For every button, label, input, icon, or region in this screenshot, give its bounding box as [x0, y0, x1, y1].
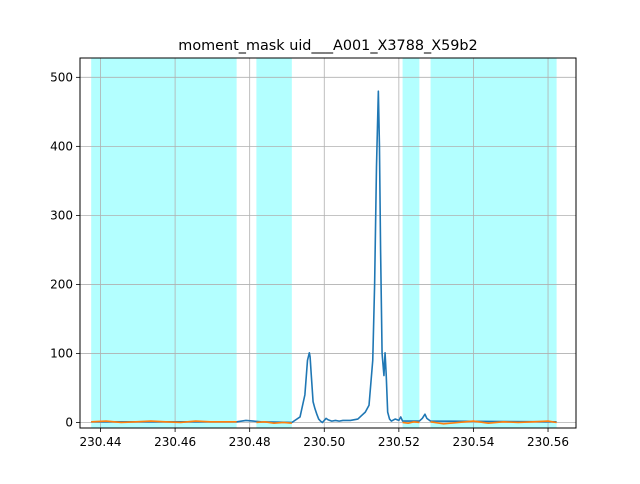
x-tick-label: 230.50 [303, 435, 345, 449]
mask-band [256, 58, 292, 428]
x-axis-ticks: 230.44 230.46 230.48 230.50 230.52 230.54 230.… [80, 428, 569, 449]
y-tick-label: 400 [50, 139, 73, 153]
masked-line [256, 420, 292, 424]
y-tick-label: 500 [50, 70, 73, 84]
x-tick-label: 230.48 [229, 435, 271, 449]
y-tick-label: 100 [50, 346, 73, 360]
axes-frame [79, 57, 577, 429]
masked-line [430, 420, 557, 425]
mask-band [430, 58, 557, 428]
chart-title: moment_mask uid___A001_X3788_X59b2 [178, 38, 477, 54]
y-axis-ticks: 0 100 200 300 400 500 [50, 70, 80, 429]
masked-line [91, 420, 237, 424]
x-tick-label: 230.44 [80, 435, 122, 449]
plot-area: 230.44 230.46 230.48 230.50 230.52 230.54 230.… [50, 57, 577, 449]
mask-bands [91, 58, 557, 428]
spectrum-line [91, 90, 557, 424]
y-tick-label: 0 [65, 415, 73, 429]
mask-band [91, 58, 237, 428]
x-tick-label: 230.46 [154, 435, 196, 449]
x-tick-label: 230.56 [527, 435, 569, 449]
x-tick-label: 230.52 [378, 435, 420, 449]
masked-line [402, 420, 420, 424]
y-tick-label: 300 [50, 208, 73, 222]
mask-band [402, 58, 420, 428]
series-lines [91, 90, 557, 425]
x-tick-label: 230.54 [452, 435, 494, 449]
y-tick-label: 200 [50, 277, 73, 291]
